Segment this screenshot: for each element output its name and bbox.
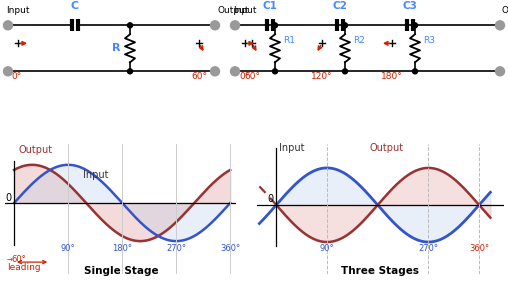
- Text: 360°: 360°: [469, 244, 489, 253]
- Text: C: C: [71, 1, 79, 11]
- Text: 0°: 0°: [11, 72, 21, 81]
- Text: 0: 0: [5, 193, 11, 203]
- Circle shape: [495, 67, 504, 76]
- Text: 120°: 120°: [311, 72, 333, 81]
- Circle shape: [231, 21, 239, 30]
- Text: R2: R2: [353, 36, 365, 45]
- Text: 0: 0: [267, 194, 273, 204]
- Text: 0°: 0°: [240, 72, 250, 81]
- Text: Output: Output: [19, 145, 53, 155]
- Text: 270°: 270°: [419, 244, 438, 253]
- Text: 270°: 270°: [166, 244, 186, 253]
- Text: 60°: 60°: [191, 72, 207, 81]
- Text: 180°: 180°: [381, 72, 403, 81]
- Text: →: →: [7, 258, 13, 264]
- Text: R3: R3: [423, 36, 435, 45]
- Text: R1: R1: [283, 36, 295, 45]
- Text: Output: Output: [502, 6, 508, 15]
- Text: 90°: 90°: [320, 244, 334, 253]
- Text: Input: Input: [233, 6, 257, 15]
- Text: 60°: 60°: [244, 72, 260, 81]
- Text: Input: Input: [6, 6, 29, 15]
- Text: Three Stages: Three Stages: [341, 266, 420, 276]
- Circle shape: [210, 67, 219, 76]
- Text: Input: Input: [279, 143, 305, 153]
- Circle shape: [342, 23, 347, 28]
- Text: Input: Input: [83, 170, 109, 180]
- Text: 180°: 180°: [112, 244, 132, 253]
- Text: Single Stage: Single Stage: [84, 266, 158, 276]
- Text: C3: C3: [402, 1, 418, 11]
- Text: R: R: [112, 43, 120, 53]
- Circle shape: [128, 23, 133, 28]
- Text: Output: Output: [217, 6, 248, 15]
- Circle shape: [342, 69, 347, 74]
- Circle shape: [412, 23, 418, 28]
- Text: leading: leading: [7, 263, 41, 272]
- Text: 60°: 60°: [11, 255, 26, 264]
- Circle shape: [231, 67, 239, 76]
- Circle shape: [210, 21, 219, 30]
- Text: C2: C2: [333, 1, 347, 11]
- Text: 360°: 360°: [220, 244, 240, 253]
- Circle shape: [4, 21, 13, 30]
- Circle shape: [495, 21, 504, 30]
- Circle shape: [412, 69, 418, 74]
- Circle shape: [272, 69, 277, 74]
- Text: C1: C1: [263, 1, 277, 11]
- Circle shape: [4, 67, 13, 76]
- Text: Output: Output: [369, 143, 403, 153]
- Circle shape: [272, 23, 277, 28]
- Circle shape: [128, 69, 133, 74]
- Text: 90°: 90°: [61, 244, 75, 253]
